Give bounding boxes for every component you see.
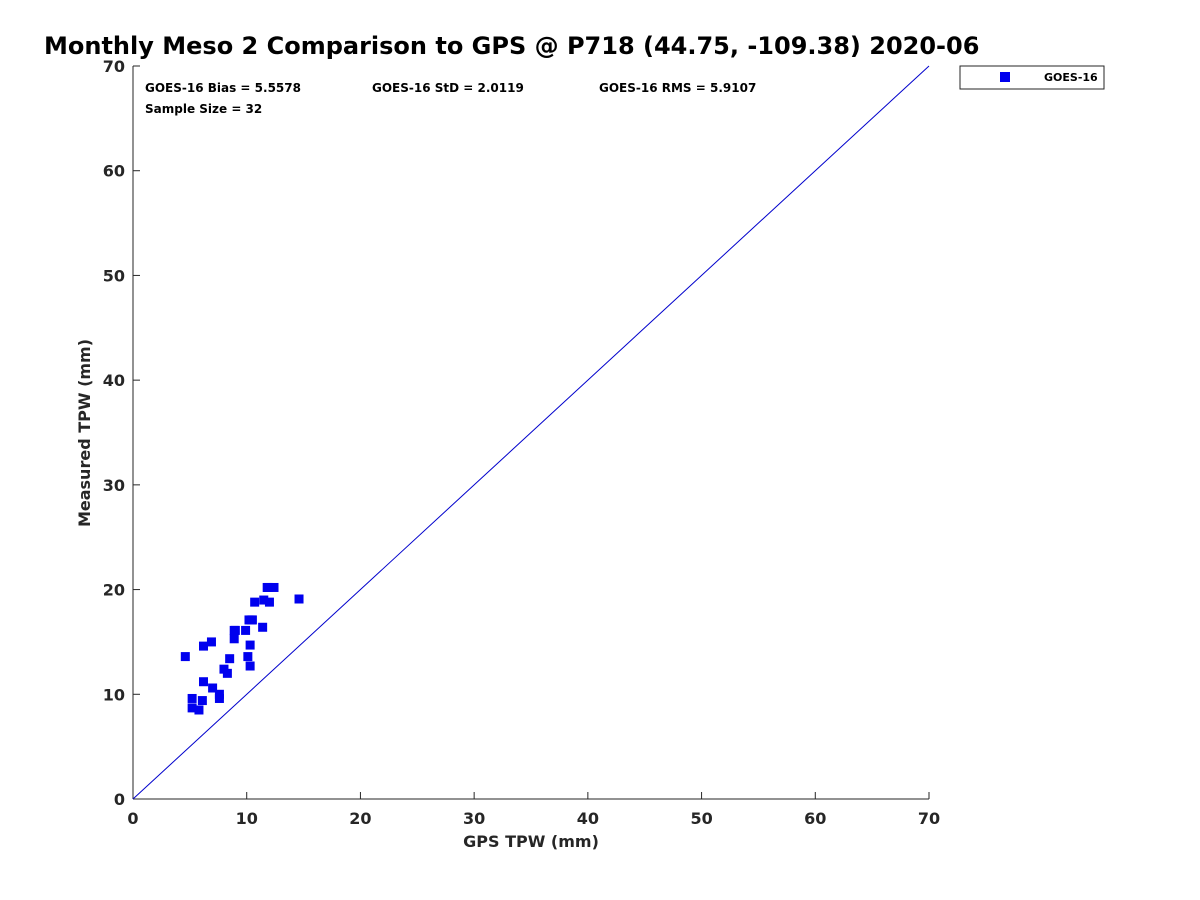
data-point — [199, 641, 209, 651]
data-point — [245, 661, 255, 671]
x-axis-ticks: 0 10 20 30 40 50 60 70 — [127, 792, 940, 828]
stat-std: GOES-16 StD = 2.0119 — [372, 81, 524, 95]
data-point — [230, 625, 240, 635]
data-point — [259, 595, 269, 605]
data-point — [247, 615, 257, 625]
y-tick-label: 50 — [103, 266, 125, 285]
y-tick-label: 70 — [103, 57, 125, 76]
data-point — [194, 705, 204, 715]
data-point — [229, 634, 239, 644]
data-point — [269, 582, 279, 592]
stat-bias: GOES-16 Bias = 5.5578 — [145, 81, 301, 95]
data-point — [263, 582, 273, 592]
data-point — [208, 683, 218, 693]
y-tick-label: 10 — [103, 685, 125, 704]
legend-box — [959, 65, 1105, 90]
x-tick-label: 50 — [690, 809, 712, 828]
data-point — [241, 625, 251, 635]
data-point — [225, 654, 235, 664]
x-tick-label: 20 — [349, 809, 371, 828]
legend-marker-goes-16 — [1000, 72, 1010, 82]
one-to-one-reference-line — [132, 65, 930, 800]
data-point — [197, 696, 207, 706]
y-axis-ticks: 0 10 20 30 40 50 60 70 — [103, 57, 140, 809]
data-point — [199, 677, 209, 687]
x-tick-label: 0 — [127, 809, 138, 828]
data-point — [258, 622, 268, 632]
data-point — [187, 703, 197, 713]
y-axis-label: Measured TPW (mm) — [75, 339, 94, 527]
data-point — [264, 597, 274, 607]
y-tick-label: 20 — [103, 581, 125, 600]
data-point — [187, 693, 197, 703]
x-axis-label: GPS TPW (mm) — [463, 832, 599, 851]
x-tick-label: 70 — [918, 809, 940, 828]
y-tick-label: 40 — [103, 371, 125, 390]
stat-rms: GOES-16 RMS = 5.9107 — [599, 81, 756, 95]
x-tick-label: 10 — [236, 809, 258, 828]
y-tick-label: 0 — [114, 790, 125, 809]
data-point — [180, 652, 190, 662]
chart-title: Monthly Meso 2 Comparison to GPS @ P718 … — [44, 32, 979, 60]
legend-label-goes-16: GOES-16 — [1044, 71, 1098, 84]
y-tick-label: 60 — [103, 162, 125, 181]
data-point — [222, 668, 232, 678]
legend: GOES-16 — [959, 65, 1105, 90]
x-tick-label: 40 — [577, 809, 599, 828]
data-point — [206, 637, 216, 647]
data-point — [294, 594, 304, 604]
y-tick-label: 30 — [103, 476, 125, 495]
data-point — [250, 597, 260, 607]
data-points — [180, 582, 304, 715]
x-tick-label: 30 — [463, 809, 485, 828]
data-point — [243, 652, 253, 662]
data-point — [214, 689, 224, 699]
x-tick-label: 60 — [804, 809, 826, 828]
data-point — [245, 640, 255, 650]
stat-sample-size: Sample Size = 32 — [145, 102, 262, 116]
